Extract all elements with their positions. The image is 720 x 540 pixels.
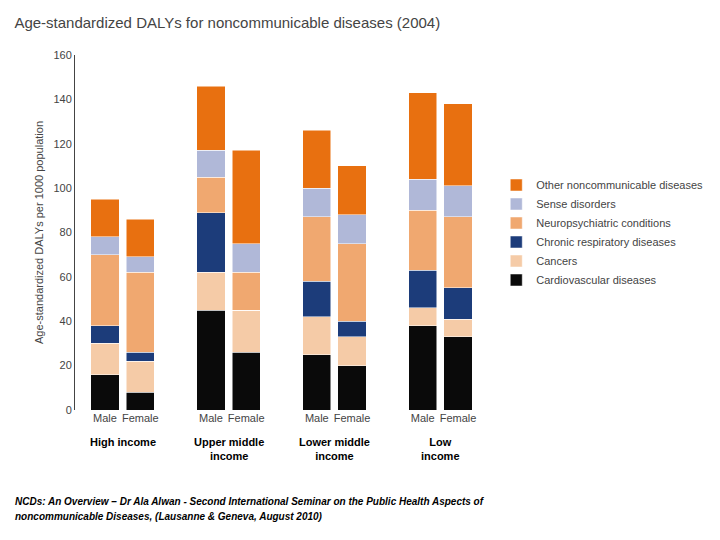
svg-text:60: 60 <box>60 271 72 283</box>
svg-text:Male: Male <box>199 412 223 424</box>
svg-text:Age-standardized DALYs for non: Age-standardized DALYs for noncommunicab… <box>14 14 440 31</box>
svg-text:Male: Male <box>305 412 329 424</box>
svg-text:Lower middleincome: Lower middleincome <box>299 436 370 462</box>
svg-text:120: 120 <box>53 138 71 150</box>
svg-text:Other noncommunicable diseases: Other noncommunicable diseases <box>536 179 703 191</box>
svg-text:Female: Female <box>228 412 265 424</box>
svg-text:0: 0 <box>66 404 72 416</box>
svg-text:Chronic respiratory diseases: Chronic respiratory diseases <box>536 236 676 248</box>
svg-text:Female: Female <box>122 412 159 424</box>
svg-text:20: 20 <box>60 359 72 371</box>
svg-text:Upper middleincome: Upper middleincome <box>194 436 264 462</box>
svg-text:40: 40 <box>60 315 72 327</box>
svg-text:Cancers: Cancers <box>536 255 577 267</box>
svg-text:Neuropsychiatric conditions: Neuropsychiatric conditions <box>536 217 671 229</box>
svg-text:noncommunicable Diseases, (Lau: noncommunicable Diseases, (Lausanne & Ge… <box>15 511 323 522</box>
svg-text:Age-standardized DALYs per 100: Age-standardized DALYs per 1000 populati… <box>33 121 45 344</box>
svg-text:High income: High income <box>90 436 156 448</box>
svg-text:100: 100 <box>53 182 71 194</box>
svg-text:Lowincome: Lowincome <box>421 436 460 462</box>
svg-text:Sense disorders: Sense disorders <box>536 198 616 210</box>
svg-text:140: 140 <box>53 93 71 105</box>
svg-text:NCDs: An Overview – Dr Ala Alw: NCDs: An Overview – Dr Ala Alwan - Secon… <box>15 496 485 507</box>
svg-text:Female: Female <box>334 412 371 424</box>
svg-text:160: 160 <box>53 49 71 61</box>
svg-text:Female: Female <box>440 412 477 424</box>
svg-text:80: 80 <box>60 226 72 238</box>
svg-text:Male: Male <box>411 412 435 424</box>
svg-text:Cardiovascular diseases: Cardiovascular diseases <box>536 274 656 286</box>
svg-text:Male: Male <box>93 412 117 424</box>
